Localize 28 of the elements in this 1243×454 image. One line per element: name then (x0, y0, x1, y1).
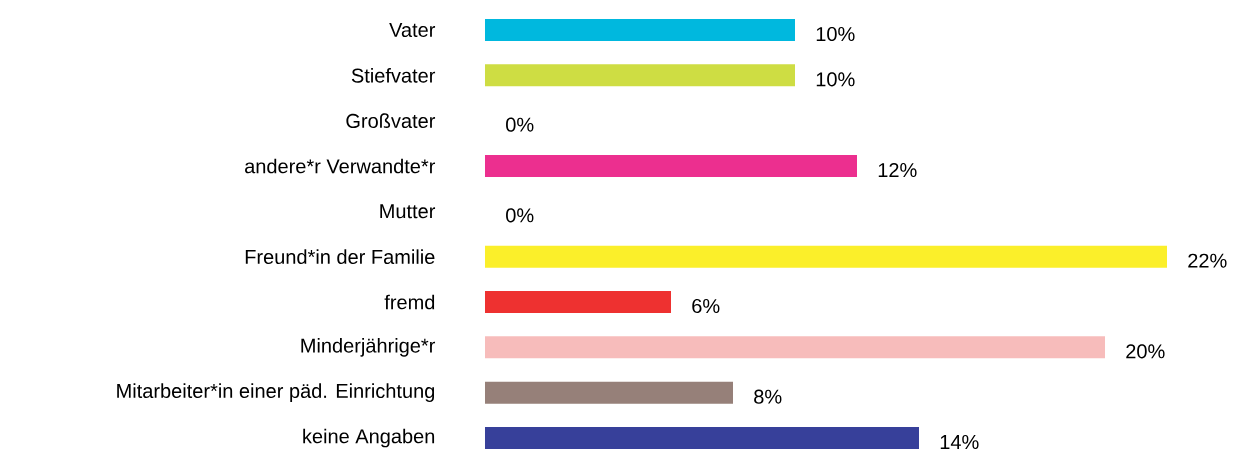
y-tick-label: fremd (384, 294, 435, 310)
bar (485, 155, 857, 178)
y-tick-label: andere*r Verwandte*r (245, 158, 436, 174)
y-tick-label: Mutter (380, 204, 436, 219)
y-tick-label: Stiefvater (351, 68, 436, 83)
bar (485, 245, 1167, 268)
bar (485, 427, 919, 450)
y-tick-label: Mitarbeiter*in einer päd. Einrichtung (117, 383, 435, 402)
data-label: 0% (506, 117, 534, 132)
y-tick-label: Vater (389, 23, 436, 37)
data-label: 10% (816, 72, 855, 87)
data-label: 8% (754, 389, 782, 404)
bar (485, 336, 1105, 359)
y-tick-label: Großvater (346, 113, 436, 129)
y-tick-label: keine Angaben (303, 428, 435, 448)
y-tick-label: Minderjährige*r (301, 338, 436, 357)
bar (485, 64, 795, 87)
data-label: 0% (506, 208, 534, 223)
bar (485, 19, 795, 42)
y-tick-label: Freund*in der Familie (245, 249, 435, 265)
data-label: 20% (1126, 344, 1165, 359)
data-label: 12% (878, 162, 917, 178)
data-label: 10% (816, 26, 855, 42)
bar (485, 291, 671, 313)
bar (485, 381, 733, 404)
data-label: 14% (940, 435, 979, 450)
data-label: 6% (692, 298, 720, 314)
data-label: 22% (1188, 253, 1227, 268)
